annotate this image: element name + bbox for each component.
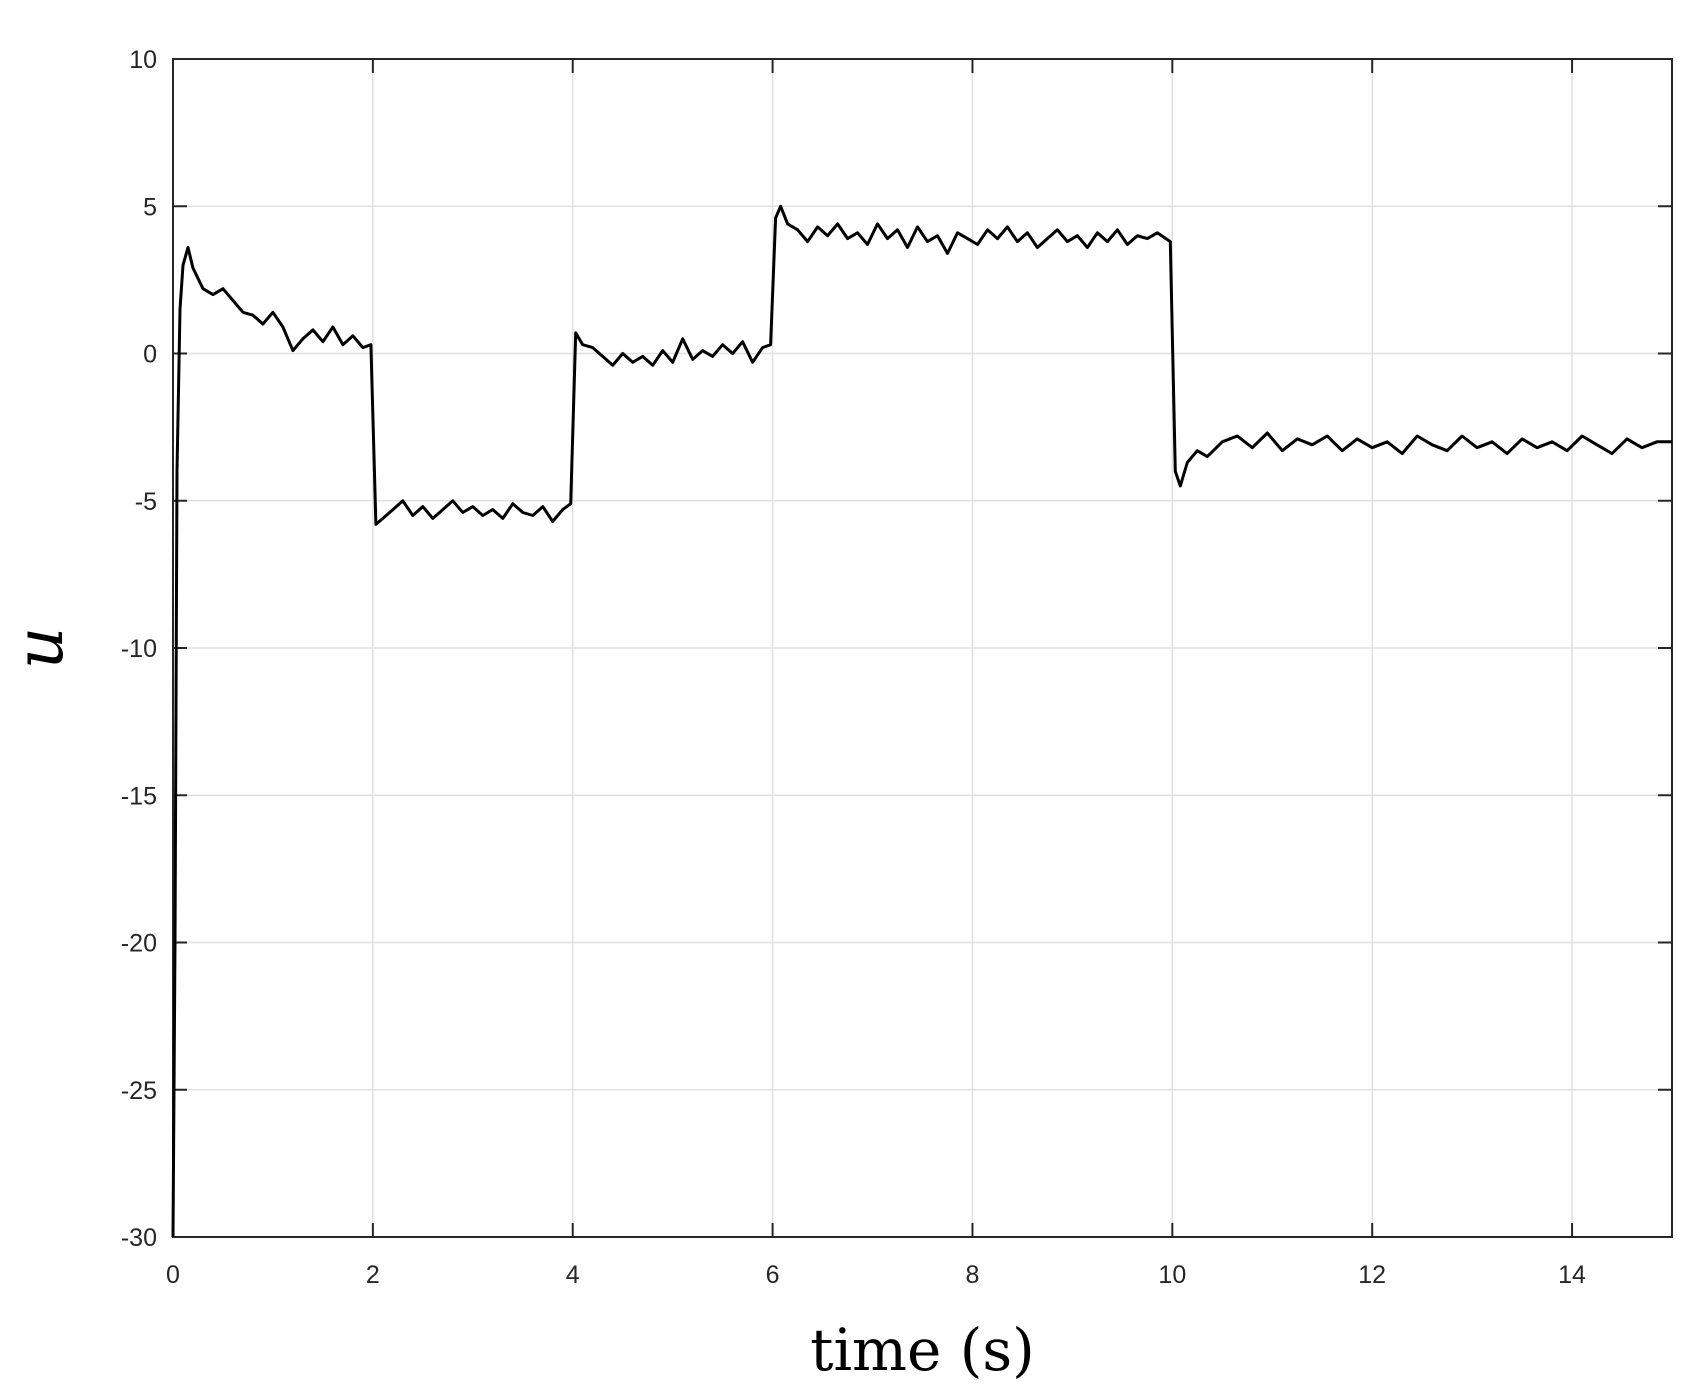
- x-tick-label: 0: [166, 1261, 180, 1289]
- x-tick-label: 4: [566, 1261, 580, 1289]
- y-tick-label: 10: [129, 46, 157, 74]
- x-tick-label: 6: [766, 1261, 780, 1289]
- y-tick-label: -20: [121, 930, 157, 958]
- series-line: [171, 204, 1672, 1238]
- y-tick-label: -5: [135, 488, 157, 516]
- y-tick-label: 5: [143, 193, 157, 221]
- x-axis-label: time (s): [810, 1316, 1035, 1384]
- y-tick-label: -25: [121, 1077, 157, 1105]
- series-group: [171, 204, 1672, 1238]
- y-tick-label: -10: [121, 635, 157, 663]
- y-tick-label: -15: [121, 782, 157, 810]
- y-tick-labels: 10 5 0 -5 -10 -15 -20 -25 -30: [121, 46, 157, 1252]
- y-axis-label: u: [1, 627, 78, 670]
- x-tick-label: 8: [966, 1261, 980, 1289]
- x-tick-label: 12: [1358, 1261, 1386, 1289]
- x-tick-labels: 0 2 4 6 8 10 12 14: [166, 1261, 1586, 1289]
- x-tick-label: 2: [366, 1261, 380, 1289]
- y-tick-label: -30: [121, 1224, 157, 1252]
- y-tick-label: 0: [143, 341, 157, 369]
- x-tick-label: 10: [1158, 1261, 1186, 1289]
- x-tick-label: 14: [1558, 1261, 1586, 1289]
